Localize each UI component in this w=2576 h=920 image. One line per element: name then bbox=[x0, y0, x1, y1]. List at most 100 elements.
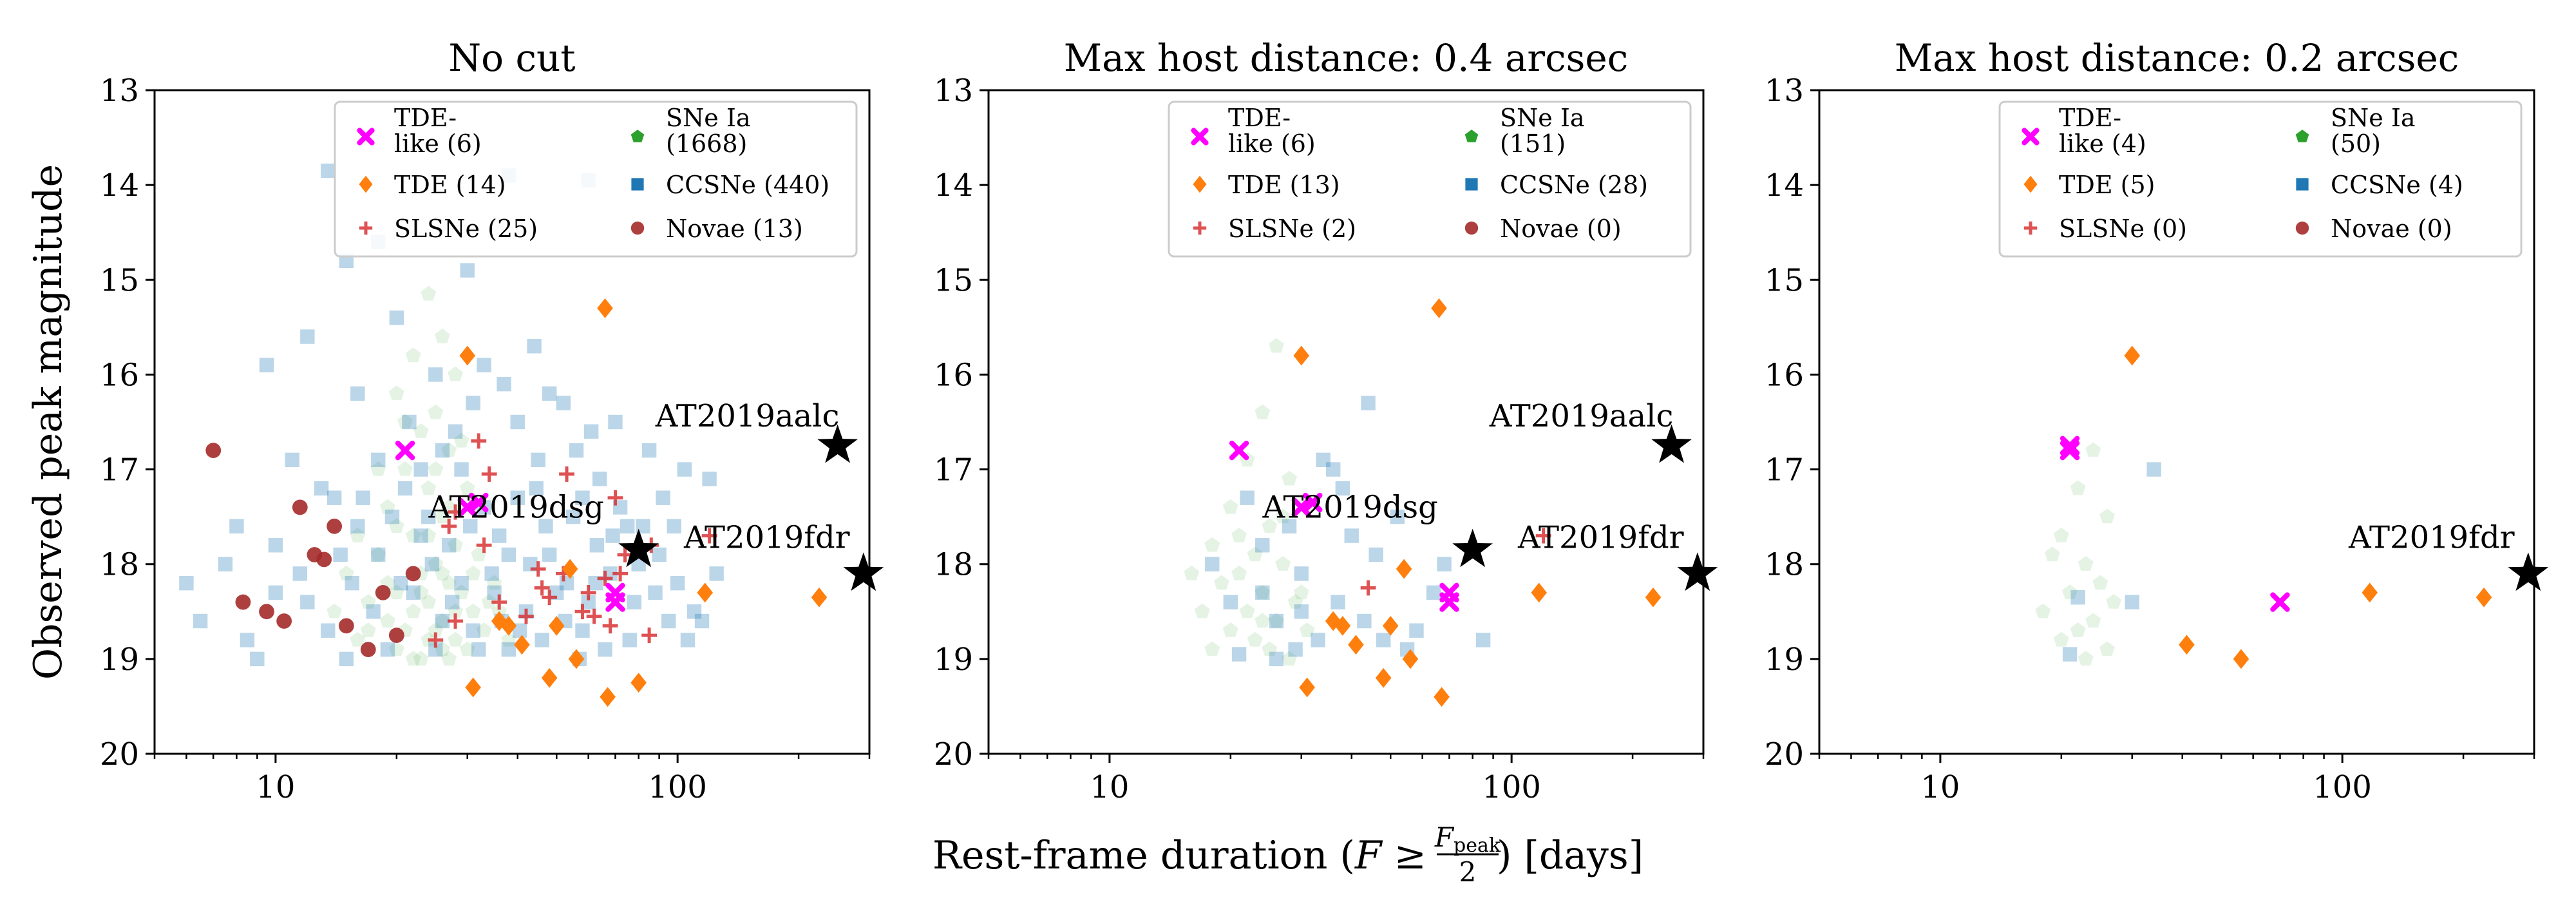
data-point bbox=[481, 594, 497, 609]
data-point bbox=[2099, 508, 2115, 524]
data-point bbox=[193, 613, 208, 629]
legend-label: TDE- bbox=[1228, 104, 1291, 132]
data-points: AT2019aalc AT2019dsg AT2019fdr bbox=[1184, 298, 1718, 707]
data-point bbox=[421, 594, 437, 609]
data-point bbox=[1651, 424, 1692, 463]
legend-marker bbox=[357, 128, 375, 146]
y-tick-label: 18 bbox=[934, 547, 973, 583]
annotation-label: AT2019fdr bbox=[2348, 519, 2515, 555]
data-point bbox=[538, 519, 553, 534]
data-point bbox=[379, 613, 395, 628]
data-point bbox=[370, 546, 386, 562]
data-point bbox=[476, 622, 492, 637]
data-point bbox=[568, 649, 585, 669]
data-point bbox=[448, 424, 463, 439]
data-point bbox=[636, 519, 650, 534]
legend-marker bbox=[631, 178, 644, 191]
data-point bbox=[379, 499, 395, 514]
y-tick-label: 16 bbox=[934, 357, 973, 393]
legend-label: like (6) bbox=[394, 129, 482, 158]
y-tick-label: 13 bbox=[1765, 73, 1804, 109]
data-point bbox=[421, 528, 437, 542]
data-point bbox=[1222, 499, 1238, 514]
data-point bbox=[1255, 585, 1270, 600]
data-point bbox=[1434, 687, 1450, 707]
legend-label: like (4) bbox=[2059, 129, 2146, 158]
data-point bbox=[1426, 585, 1441, 600]
data-point bbox=[484, 566, 499, 581]
y-tick-label: 17 bbox=[100, 452, 139, 488]
data-point bbox=[441, 518, 457, 534]
data-point bbox=[454, 462, 469, 477]
data-point bbox=[843, 552, 884, 591]
data-point bbox=[435, 329, 450, 343]
data-point bbox=[448, 366, 463, 381]
data-point bbox=[1325, 462, 1341, 477]
data-point bbox=[371, 452, 386, 468]
series-highlight: AT2019fdr bbox=[2348, 519, 2549, 591]
series-tde bbox=[2124, 345, 2492, 669]
data-point bbox=[471, 642, 486, 657]
data-point bbox=[1231, 647, 1247, 662]
data-point bbox=[444, 595, 460, 609]
data-point bbox=[677, 462, 692, 477]
data-point bbox=[2070, 622, 2086, 637]
data-point bbox=[388, 385, 404, 401]
data-point bbox=[441, 575, 457, 590]
data-point bbox=[1357, 613, 1372, 629]
data-point bbox=[605, 582, 625, 603]
y-tick-label: 19 bbox=[934, 642, 973, 678]
data-point bbox=[1223, 595, 1238, 609]
series-ccsne bbox=[1205, 396, 1491, 667]
data-point bbox=[405, 528, 421, 542]
data-point bbox=[2060, 440, 2080, 461]
data-point bbox=[1240, 490, 1255, 505]
data-point bbox=[687, 604, 702, 619]
data-point bbox=[338, 565, 354, 580]
data-point bbox=[327, 490, 342, 505]
data-point bbox=[694, 613, 710, 629]
legend-box bbox=[1998, 101, 2523, 258]
data-point bbox=[413, 584, 429, 600]
data-point bbox=[441, 538, 457, 553]
data-point bbox=[811, 587, 828, 608]
data-point bbox=[1255, 613, 1271, 628]
data-point bbox=[428, 622, 444, 637]
legend-label: Novae (0) bbox=[1500, 215, 1622, 243]
data-point bbox=[2035, 603, 2051, 618]
data-point bbox=[670, 575, 685, 591]
data-point bbox=[2508, 552, 2549, 591]
data-point bbox=[541, 667, 558, 688]
legend-marker bbox=[1465, 178, 1478, 191]
y-tick-label: 13 bbox=[934, 73, 973, 109]
data-point bbox=[388, 584, 404, 600]
data-point bbox=[2099, 641, 2115, 656]
data-point bbox=[285, 452, 299, 468]
data-point bbox=[569, 443, 584, 458]
data-point bbox=[680, 633, 696, 647]
fraction-denominator: 2 bbox=[1459, 856, 1477, 888]
series-novae bbox=[205, 443, 421, 658]
data-point bbox=[542, 589, 558, 606]
data-point bbox=[435, 443, 450, 458]
data-point bbox=[607, 490, 623, 506]
data-point bbox=[1204, 641, 1220, 656]
legend-box bbox=[334, 101, 858, 258]
data-point bbox=[448, 631, 463, 647]
data-point bbox=[384, 509, 400, 524]
data-point bbox=[316, 551, 332, 568]
data-point bbox=[459, 345, 476, 366]
legend-marker bbox=[630, 129, 645, 142]
data-point bbox=[465, 565, 481, 580]
data-point bbox=[565, 509, 581, 524]
legend-marker bbox=[2023, 221, 2038, 235]
annotation-label: AT2019dsg bbox=[1262, 490, 1438, 526]
data-point bbox=[413, 651, 429, 666]
data-point bbox=[441, 499, 457, 514]
data-points: AT2019aalc AT2019dsg AT2019fdr bbox=[179, 163, 884, 707]
data-point bbox=[477, 358, 491, 372]
legend-marker bbox=[2295, 221, 2309, 235]
data-point bbox=[2362, 582, 2378, 603]
data-point bbox=[413, 528, 428, 543]
x-tick-label: 100 bbox=[648, 769, 707, 805]
